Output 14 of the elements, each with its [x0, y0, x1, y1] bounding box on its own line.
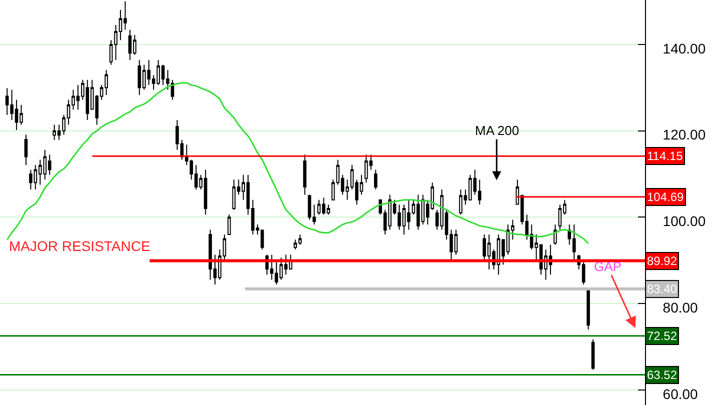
y-tick-label: 100.00 [662, 213, 706, 230]
annotation: MAJOR RESISTANCE [9, 238, 150, 254]
annotation: MA 200 [475, 123, 520, 138]
y-tick-label: 60.00 [662, 386, 698, 402]
ref-line-label: 72.52 [647, 329, 678, 343]
ref-line-label: 104.69 [647, 190, 684, 204]
y-tick-label: 120.00 [662, 126, 706, 143]
ref-line-label: 89.92 [647, 254, 678, 268]
ref-line-label: 114.15 [647, 149, 684, 163]
annotation: GAP [594, 259, 622, 274]
ref-line-label: 63.52 [647, 368, 678, 382]
ref-line-label: 83.40 [647, 282, 678, 296]
y-tick-label: 80.00 [662, 299, 698, 316]
y-tick-label: 140.00 [662, 40, 706, 56]
